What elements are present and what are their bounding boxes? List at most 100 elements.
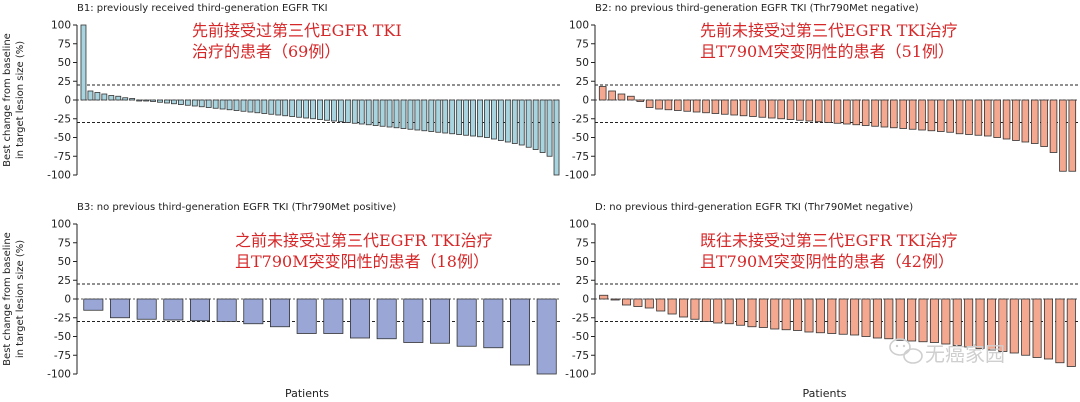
bar	[470, 99, 476, 137]
bar	[747, 298, 757, 328]
annotation-line: 之前未接受过第三代EGFR TKI治疗	[235, 231, 493, 250]
panel-b3: B3: no previous third-generation EGFR TK…	[2, 202, 561, 400]
bar	[918, 298, 928, 343]
bar	[664, 99, 673, 111]
panel-title: B1: previously received third-generation…	[77, 3, 328, 14]
y-tick-label: -50	[572, 331, 589, 343]
bar	[850, 298, 860, 336]
bar	[546, 99, 553, 157]
bar	[1066, 298, 1076, 367]
bar	[261, 99, 268, 114]
bar	[796, 99, 804, 121]
bar	[656, 298, 666, 312]
y-axis-label: in target lesion size (%)	[15, 240, 26, 358]
bar	[317, 99, 323, 120]
bar	[504, 99, 511, 143]
y-tick-label: 0	[64, 95, 71, 107]
bar	[198, 99, 205, 108]
bar	[282, 99, 289, 117]
bar	[1068, 99, 1077, 172]
y-tick-label: -25	[572, 113, 589, 125]
bar	[212, 99, 219, 109]
bar	[358, 99, 365, 125]
y-tick-label: 75	[58, 38, 71, 50]
bar	[365, 99, 372, 126]
bar	[770, 298, 780, 330]
bar	[843, 99, 851, 125]
bar	[189, 298, 210, 322]
bar	[767, 99, 776, 119]
y-tick-label: 75	[576, 38, 589, 50]
bar	[781, 298, 791, 331]
bar	[861, 99, 870, 126]
bar	[713, 298, 723, 324]
bar	[268, 99, 275, 115]
bar	[827, 298, 837, 334]
bar	[532, 99, 539, 150]
bar	[110, 298, 131, 319]
bar	[1002, 99, 1011, 140]
bar	[777, 99, 785, 120]
y-axis-label: Best change from baseline	[2, 33, 13, 167]
bar	[216, 298, 237, 322]
bar	[610, 298, 620, 301]
bar	[442, 99, 449, 134]
bar	[655, 99, 663, 110]
bar	[884, 298, 894, 340]
bar	[724, 298, 734, 325]
y-tick-label: 25	[576, 76, 589, 88]
annotation-line: 且T790M突变阴性的患者（42例）	[700, 252, 954, 271]
bar	[101, 93, 108, 101]
bar	[115, 95, 122, 101]
bar	[758, 99, 767, 118]
bar	[871, 99, 879, 127]
bar	[793, 298, 803, 331]
panel-title: B2: no previous third-generation EGFR TK…	[595, 3, 919, 14]
bar	[1021, 99, 1030, 143]
bar	[880, 99, 889, 128]
bar	[80, 24, 87, 101]
bar	[83, 298, 104, 311]
y-tick-label: 50	[58, 57, 71, 69]
bar	[163, 298, 184, 321]
bar	[428, 99, 435, 132]
bar	[633, 298, 643, 307]
bar	[975, 298, 985, 349]
y-tick-label: 25	[58, 76, 71, 88]
bar	[349, 298, 370, 339]
bar	[1021, 298, 1031, 356]
bar	[511, 99, 518, 144]
bar	[749, 99, 757, 117]
y-tick-label: 25	[58, 275, 71, 287]
bar	[1055, 298, 1065, 364]
bar	[937, 99, 945, 132]
y-tick-label: -50	[572, 132, 589, 144]
annotation-line: 先前未接受过第三代EGFR TKI治疗	[700, 21, 958, 40]
bar	[310, 99, 316, 120]
bar	[344, 99, 351, 123]
bar	[833, 99, 842, 124]
bar	[736, 298, 746, 326]
bar	[899, 99, 908, 129]
panel-d: D: no previous third-generation EGFR TKI…	[565, 202, 1078, 400]
bar	[1040, 99, 1048, 147]
bar	[456, 99, 463, 135]
bar	[679, 298, 689, 318]
bar	[435, 99, 442, 133]
bar	[974, 99, 983, 136]
bar	[456, 298, 477, 347]
annotation-line: 治疗的患者（69例）	[192, 42, 340, 61]
bar	[254, 99, 261, 114]
bar	[372, 99, 379, 126]
panel-title: B3: no previous third-generation EGFR TK…	[77, 202, 396, 213]
bar	[627, 95, 635, 101]
bar	[463, 99, 469, 136]
bar	[379, 99, 386, 127]
bar	[852, 99, 861, 126]
bar	[918, 99, 926, 131]
bar	[692, 99, 701, 113]
y-tick-label: -100	[47, 170, 71, 182]
y-tick-label: 50	[58, 256, 71, 268]
bar	[536, 298, 557, 375]
bar	[622, 298, 632, 306]
